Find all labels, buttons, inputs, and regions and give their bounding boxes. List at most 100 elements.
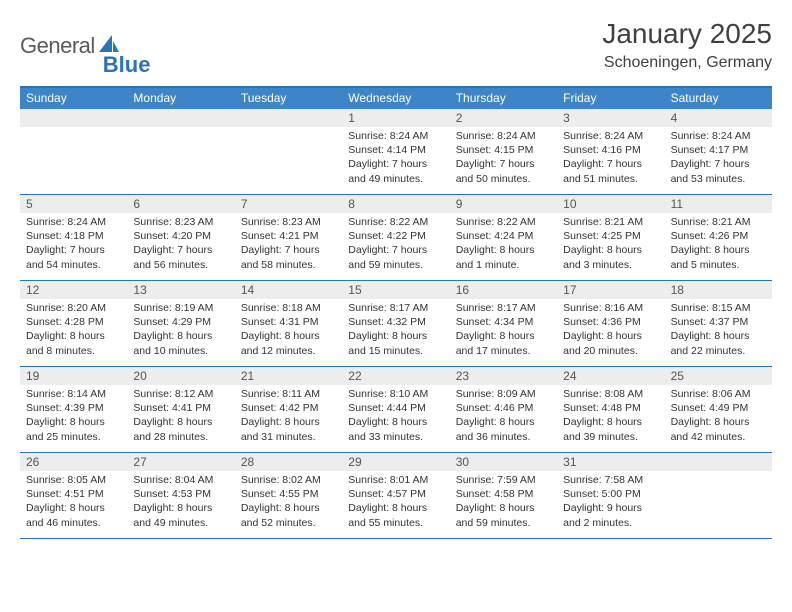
sunset: Sunset: 4:28 PM — [26, 315, 121, 329]
day-number: 31 — [557, 453, 664, 471]
daylight: Daylight: 8 hours and 22 minutes. — [671, 329, 766, 357]
sunrise: Sunrise: 8:14 AM — [26, 387, 121, 401]
sunrise: Sunrise: 8:10 AM — [348, 387, 443, 401]
day-number: 24 — [557, 367, 664, 385]
sunset: Sunset: 4:53 PM — [133, 487, 228, 501]
daylight: Daylight: 8 hours and 36 minutes. — [456, 415, 551, 443]
day-cell: 15Sunrise: 8:17 AMSunset: 4:32 PMDayligh… — [342, 281, 449, 366]
sunrise: Sunrise: 8:21 AM — [563, 215, 658, 229]
sunrise: Sunrise: 8:06 AM — [671, 387, 766, 401]
day-number: 16 — [450, 281, 557, 299]
day-number: 22 — [342, 367, 449, 385]
day-detail: Sunrise: 8:04 AMSunset: 4:53 PMDaylight:… — [127, 471, 234, 534]
day-number — [665, 453, 772, 471]
day-detail: Sunrise: 8:24 AMSunset: 4:17 PMDaylight:… — [665, 127, 772, 190]
day-cell: 25Sunrise: 8:06 AMSunset: 4:49 PMDayligh… — [665, 367, 772, 452]
daylight: Daylight: 8 hours and 55 minutes. — [348, 501, 443, 529]
header: General Blue January 2025 Schoeningen, G… — [20, 18, 772, 72]
day-cell: 1Sunrise: 8:24 AMSunset: 4:14 PMDaylight… — [342, 109, 449, 194]
sunset: Sunset: 4:41 PM — [133, 401, 228, 415]
day-cell: 24Sunrise: 8:08 AMSunset: 4:48 PMDayligh… — [557, 367, 664, 452]
sunset: Sunset: 4:21 PM — [241, 229, 336, 243]
sunset: Sunset: 4:57 PM — [348, 487, 443, 501]
sunrise: Sunrise: 8:24 AM — [348, 129, 443, 143]
day-cell: 27Sunrise: 8:04 AMSunset: 4:53 PMDayligh… — [127, 453, 234, 538]
day-cell: 10Sunrise: 8:21 AMSunset: 4:25 PMDayligh… — [557, 195, 664, 280]
day-detail: Sunrise: 8:17 AMSunset: 4:34 PMDaylight:… — [450, 299, 557, 362]
day-detail: Sunrise: 8:23 AMSunset: 4:20 PMDaylight:… — [127, 213, 234, 276]
day-number: 30 — [450, 453, 557, 471]
daylight: Daylight: 8 hours and 49 minutes. — [133, 501, 228, 529]
sunrise: Sunrise: 8:24 AM — [671, 129, 766, 143]
day-detail: Sunrise: 8:09 AMSunset: 4:46 PMDaylight:… — [450, 385, 557, 448]
sunset: Sunset: 4:42 PM — [241, 401, 336, 415]
day-number: 12 — [20, 281, 127, 299]
day-cell: 26Sunrise: 8:05 AMSunset: 4:51 PMDayligh… — [20, 453, 127, 538]
week-row: 5Sunrise: 8:24 AMSunset: 4:18 PMDaylight… — [20, 195, 772, 281]
day-detail: Sunrise: 7:58 AMSunset: 5:00 PMDaylight:… — [557, 471, 664, 534]
day-detail: Sunrise: 8:22 AMSunset: 4:24 PMDaylight:… — [450, 213, 557, 276]
sunset: Sunset: 4:17 PM — [671, 143, 766, 157]
daylight: Daylight: 7 hours and 56 minutes. — [133, 243, 228, 271]
day-detail: Sunrise: 8:21 AMSunset: 4:25 PMDaylight:… — [557, 213, 664, 276]
week-row: 19Sunrise: 8:14 AMSunset: 4:39 PMDayligh… — [20, 367, 772, 453]
day-detail: Sunrise: 8:02 AMSunset: 4:55 PMDaylight:… — [235, 471, 342, 534]
day-number: 13 — [127, 281, 234, 299]
day-detail: Sunrise: 8:19 AMSunset: 4:29 PMDaylight:… — [127, 299, 234, 362]
week-row: 12Sunrise: 8:20 AMSunset: 4:28 PMDayligh… — [20, 281, 772, 367]
day-number: 15 — [342, 281, 449, 299]
day-cell: 22Sunrise: 8:10 AMSunset: 4:44 PMDayligh… — [342, 367, 449, 452]
sunrise: Sunrise: 8:24 AM — [563, 129, 658, 143]
day-of-week-header: Sunday — [20, 88, 127, 109]
sunset: Sunset: 4:15 PM — [456, 143, 551, 157]
day-cell — [235, 109, 342, 194]
sunrise: Sunrise: 8:19 AM — [133, 301, 228, 315]
day-detail: Sunrise: 8:18 AMSunset: 4:31 PMDaylight:… — [235, 299, 342, 362]
sunset: Sunset: 4:24 PM — [456, 229, 551, 243]
day-cell: 21Sunrise: 8:11 AMSunset: 4:42 PMDayligh… — [235, 367, 342, 452]
sunset: Sunset: 4:36 PM — [563, 315, 658, 329]
day-number: 9 — [450, 195, 557, 213]
day-number: 23 — [450, 367, 557, 385]
sunrise: Sunrise: 8:21 AM — [671, 215, 766, 229]
day-cell: 19Sunrise: 8:14 AMSunset: 4:39 PMDayligh… — [20, 367, 127, 452]
sunset: Sunset: 4:39 PM — [26, 401, 121, 415]
sunrise: Sunrise: 8:04 AM — [133, 473, 228, 487]
day-detail: Sunrise: 8:17 AMSunset: 4:32 PMDaylight:… — [342, 299, 449, 362]
sunset: Sunset: 4:51 PM — [26, 487, 121, 501]
sunset: Sunset: 4:25 PM — [563, 229, 658, 243]
sunrise: Sunrise: 8:09 AM — [456, 387, 551, 401]
day-number: 1 — [342, 109, 449, 127]
sunset: Sunset: 4:55 PM — [241, 487, 336, 501]
daylight: Daylight: 8 hours and 20 minutes. — [563, 329, 658, 357]
sunset: Sunset: 4:32 PM — [348, 315, 443, 329]
daylight: Daylight: 8 hours and 25 minutes. — [26, 415, 121, 443]
day-detail: Sunrise: 8:06 AMSunset: 4:49 PMDaylight:… — [665, 385, 772, 448]
sunrise: Sunrise: 8:23 AM — [133, 215, 228, 229]
day-number: 8 — [342, 195, 449, 213]
day-cell: 11Sunrise: 8:21 AMSunset: 4:26 PMDayligh… — [665, 195, 772, 280]
month-title: January 2025 — [602, 18, 772, 50]
day-cell: 20Sunrise: 8:12 AMSunset: 4:41 PMDayligh… — [127, 367, 234, 452]
day-detail: Sunrise: 8:23 AMSunset: 4:21 PMDaylight:… — [235, 213, 342, 276]
day-cell: 13Sunrise: 8:19 AMSunset: 4:29 PMDayligh… — [127, 281, 234, 366]
sunrise: Sunrise: 8:16 AM — [563, 301, 658, 315]
sunrise: Sunrise: 7:58 AM — [563, 473, 658, 487]
sunset: Sunset: 4:31 PM — [241, 315, 336, 329]
day-cell: 4Sunrise: 8:24 AMSunset: 4:17 PMDaylight… — [665, 109, 772, 194]
daylight: Daylight: 7 hours and 53 minutes. — [671, 157, 766, 185]
sunrise: Sunrise: 8:02 AM — [241, 473, 336, 487]
week-row: 1Sunrise: 8:24 AMSunset: 4:14 PMDaylight… — [20, 109, 772, 195]
day-cell: 3Sunrise: 8:24 AMSunset: 4:16 PMDaylight… — [557, 109, 664, 194]
day-number: 2 — [450, 109, 557, 127]
sunrise: Sunrise: 8:05 AM — [26, 473, 121, 487]
sunset: Sunset: 4:37 PM — [671, 315, 766, 329]
day-number — [235, 109, 342, 127]
daylight: Daylight: 8 hours and 39 minutes. — [563, 415, 658, 443]
day-cell: 23Sunrise: 8:09 AMSunset: 4:46 PMDayligh… — [450, 367, 557, 452]
logo-word1: General — [20, 33, 95, 59]
sunrise: Sunrise: 8:08 AM — [563, 387, 658, 401]
day-number: 26 — [20, 453, 127, 471]
day-number: 27 — [127, 453, 234, 471]
day-cell: 28Sunrise: 8:02 AMSunset: 4:55 PMDayligh… — [235, 453, 342, 538]
